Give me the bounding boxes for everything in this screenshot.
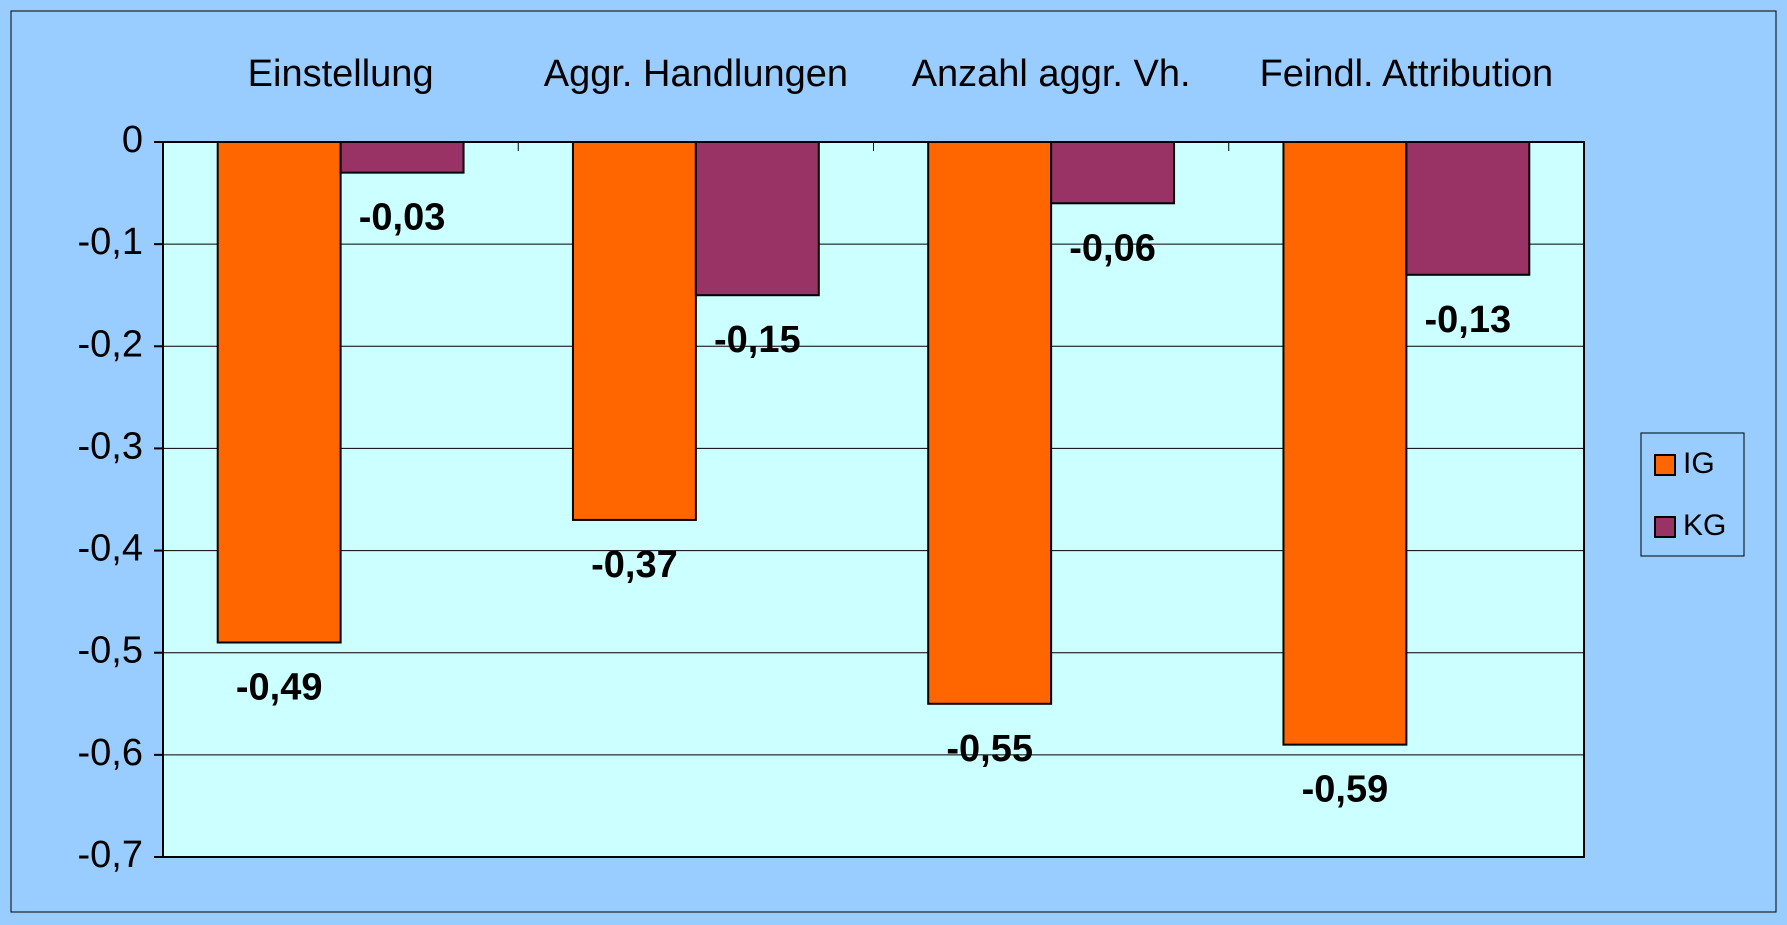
y-tick-label: -0,6 bbox=[78, 732, 143, 774]
value-label: -0,03 bbox=[359, 197, 446, 239]
bar bbox=[216, 141, 342, 644]
plot-border bbox=[162, 141, 1585, 858]
chart-border bbox=[10, 10, 1777, 913]
y-tick-label: -0,1 bbox=[78, 221, 143, 263]
value-label: -0,55 bbox=[946, 728, 1033, 770]
value-label: -0,13 bbox=[1425, 299, 1512, 341]
bar bbox=[927, 141, 1053, 705]
value-label: -0,06 bbox=[1069, 227, 1156, 269]
legend-label: IG bbox=[1683, 447, 1715, 480]
y-tick-label: -0,7 bbox=[78, 834, 143, 876]
legend-swatch bbox=[1654, 516, 1676, 538]
y-tick-label: -0,2 bbox=[78, 323, 143, 365]
category-label: Anzahl aggr. Vh. bbox=[912, 53, 1191, 95]
bar bbox=[1282, 141, 1408, 746]
value-label: -0,59 bbox=[1302, 769, 1389, 811]
bar bbox=[694, 141, 820, 297]
category-label: Feindl. Attribution bbox=[1260, 53, 1554, 95]
value-label: -0,15 bbox=[714, 319, 801, 361]
legend-label: KG bbox=[1683, 509, 1726, 542]
y-tick-label: -0,3 bbox=[78, 425, 143, 467]
bar bbox=[1405, 141, 1531, 276]
legend-swatch bbox=[1654, 454, 1676, 476]
y-tick-label: -0,4 bbox=[78, 528, 143, 570]
bar bbox=[571, 141, 697, 521]
bar bbox=[339, 141, 465, 174]
category-label: Einstellung bbox=[248, 53, 434, 95]
bar bbox=[1050, 141, 1176, 205]
value-label: -0,49 bbox=[236, 667, 323, 709]
y-tick-label: 0 bbox=[122, 119, 143, 161]
category-label: Aggr. Handlungen bbox=[544, 53, 848, 95]
value-label: -0,37 bbox=[591, 544, 678, 586]
y-tick-label: -0,5 bbox=[78, 630, 143, 672]
